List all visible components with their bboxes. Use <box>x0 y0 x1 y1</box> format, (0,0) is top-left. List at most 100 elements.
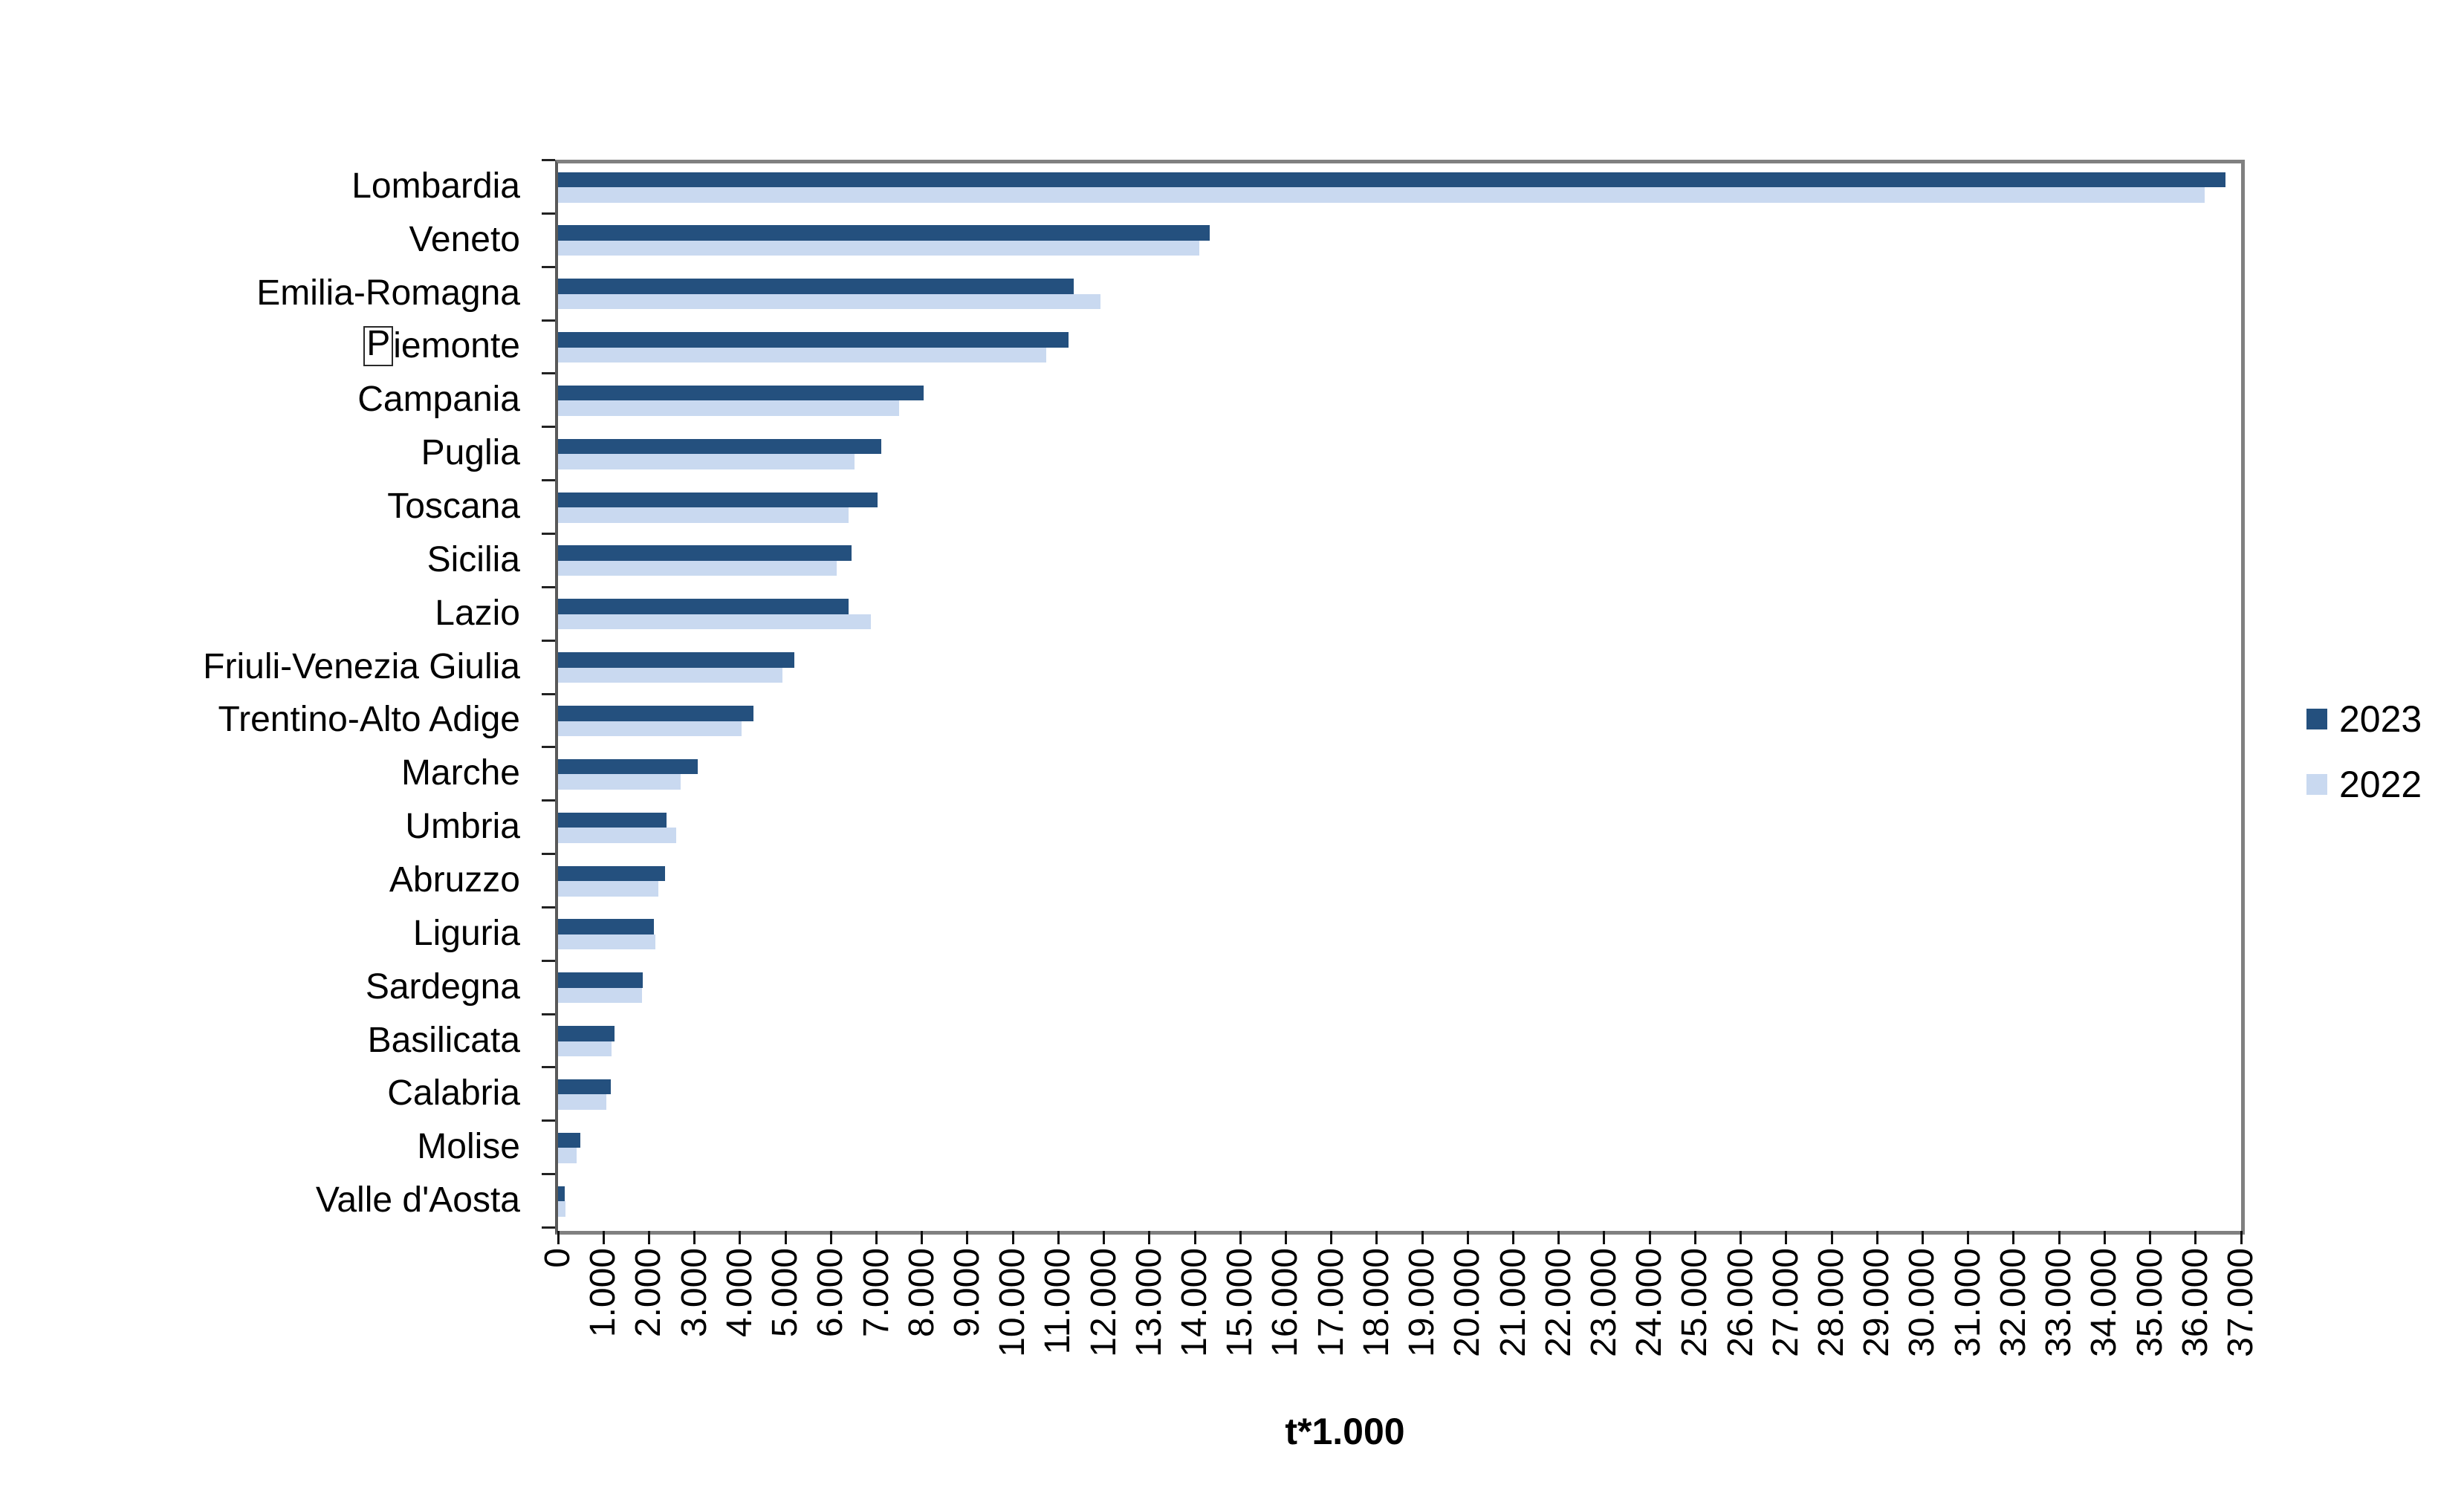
bar-2022-umbria <box>558 828 676 843</box>
x-tick-label: 6.000 <box>811 1248 851 1338</box>
x-tick-label: 16.000 <box>1265 1248 1306 1357</box>
x-tick-label: 20.000 <box>1447 1248 1488 1357</box>
x-tick-label: 13.000 <box>1129 1248 1169 1357</box>
x-tick <box>1466 1231 1469 1244</box>
y-tick <box>542 1066 555 1069</box>
x-tick <box>1785 1231 1788 1244</box>
x-tick <box>875 1231 878 1244</box>
bar-2023-lazio <box>558 599 849 614</box>
x-tick <box>1740 1231 1742 1244</box>
x-tick-label: 32.000 <box>1993 1248 2033 1357</box>
x-tick <box>829 1231 832 1244</box>
category-label: Molise <box>417 1127 520 1167</box>
x-tick-label: 19.000 <box>1402 1248 1442 1357</box>
y-tick <box>542 906 555 908</box>
y-tick <box>542 1173 555 1176</box>
x-tick <box>2012 1231 2015 1244</box>
bar-2023-piemonte <box>558 332 1069 348</box>
category-label: Valle d'Aosta <box>315 1180 520 1220</box>
category-label: Veneto <box>409 219 520 259</box>
bar-2022-trentino-alto-adige <box>558 721 742 736</box>
bar-2022-friuli-venezia-giulia <box>558 667 782 683</box>
x-tick <box>1557 1231 1560 1244</box>
x-tick-label: 34.000 <box>2084 1248 2124 1357</box>
x-tick-label: 7.000 <box>856 1248 896 1338</box>
x-tick-label: 5.000 <box>765 1248 805 1338</box>
x-tick <box>1875 1231 1878 1244</box>
legend-swatch-2022 <box>2306 774 2327 795</box>
x-tick <box>1421 1231 1424 1244</box>
bar-2022-veneto <box>558 240 1200 256</box>
x-axis-title: t*1.000 <box>1285 1411 1405 1452</box>
x-tick <box>1103 1231 1106 1244</box>
bar-2023-campania <box>558 385 924 401</box>
bar-2023-sicilia <box>558 545 852 561</box>
category-label: Basilicata <box>367 1020 520 1060</box>
y-tick <box>542 639 555 642</box>
bar-2022-liguria <box>558 934 655 950</box>
bar-2023-puglia <box>558 438 881 455</box>
bar-2022-lombardia <box>558 187 2205 203</box>
y-tick <box>542 265 555 268</box>
y-tick <box>542 319 555 322</box>
x-tick <box>1512 1231 1515 1244</box>
x-tick-label: 35.000 <box>2130 1248 2170 1357</box>
bar-2023-toscana <box>558 492 878 508</box>
x-tick-label: 17.000 <box>1311 1248 1351 1357</box>
x-tick-label: 3.000 <box>674 1248 714 1338</box>
x-tick <box>557 1231 560 1244</box>
x-tick <box>1921 1231 1924 1244</box>
x-tick <box>2103 1231 2106 1244</box>
x-tick-label: 10.000 <box>993 1248 1033 1357</box>
x-tick <box>2240 1231 2243 1244</box>
bar-2022-emilia-romagna <box>558 293 1100 310</box>
y-tick <box>542 746 555 749</box>
bar-2023-umbria <box>558 812 667 828</box>
x-tick-label: 37.000 <box>2221 1248 2260 1357</box>
x-tick <box>1375 1231 1378 1244</box>
x-tick <box>1693 1231 1696 1244</box>
x-tick <box>1603 1231 1606 1244</box>
x-tick <box>1057 1231 1060 1244</box>
bar-2022-toscana <box>558 507 849 523</box>
plot-area <box>555 160 2245 1235</box>
x-tick-label: 15.000 <box>1220 1248 1260 1357</box>
x-tick-label: 29.000 <box>1857 1248 1897 1357</box>
category-label: Sardegna <box>365 966 520 1007</box>
bar-2022-calabria <box>558 1094 606 1110</box>
category-label: Toscana <box>387 487 520 527</box>
x-tick <box>693 1231 696 1244</box>
y-tick <box>542 853 555 856</box>
x-tick-label: 8.000 <box>901 1248 941 1338</box>
x-tick-label: 12.000 <box>1083 1248 1124 1357</box>
x-tick <box>1830 1231 1833 1244</box>
x-tick-label: 0 <box>538 1248 577 1268</box>
x-tick <box>1239 1231 1242 1244</box>
bar-2023-sardegna <box>558 972 643 988</box>
bar-2022-sicilia <box>558 560 837 576</box>
bar-2023-molise <box>558 1132 581 1148</box>
category-label: Liguria <box>412 913 520 953</box>
x-tick-label: 30.000 <box>1902 1248 1942 1357</box>
category-label: Abruzzo <box>389 859 520 900</box>
x-tick-label: 27.000 <box>1766 1248 1806 1357</box>
category-label: Marche <box>401 753 520 793</box>
bar-2022-marche <box>558 774 681 790</box>
y-tick <box>542 212 555 215</box>
y-tick <box>542 799 555 802</box>
x-tick-label: 36.000 <box>2175 1248 2215 1357</box>
category-label: Lazio <box>435 593 520 633</box>
y-tick <box>542 1012 555 1015</box>
category-label: Puglia <box>421 433 520 473</box>
bar-2022-campania <box>558 400 900 416</box>
bar-2023-friuli-venezia-giulia <box>558 652 794 668</box>
bar-2022-lazio <box>558 614 871 630</box>
bar-2022-basilicata <box>558 1041 612 1057</box>
bar-2023-basilicata <box>558 1026 615 1041</box>
x-tick <box>1148 1231 1151 1244</box>
bar-2023-liguria <box>558 919 654 934</box>
legend-item-2023: 2023 <box>2306 698 2422 740</box>
y-tick <box>542 1119 555 1122</box>
